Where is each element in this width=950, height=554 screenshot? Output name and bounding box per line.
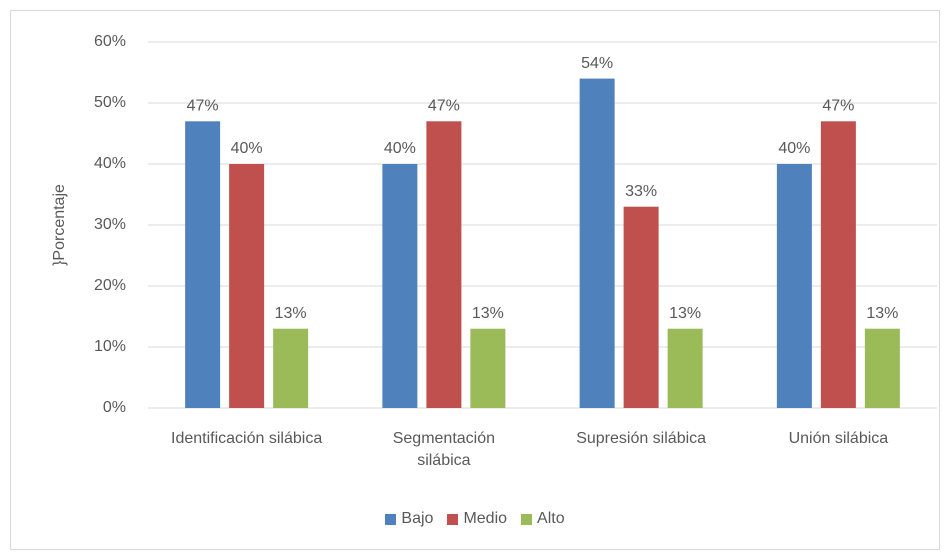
legend: Bajo Medio Alto xyxy=(0,510,950,528)
legend-label: Bajo xyxy=(401,510,434,527)
bar xyxy=(667,328,703,408)
data-label: 47% xyxy=(428,98,460,115)
legend-item: Bajo xyxy=(385,510,433,528)
legend-label: Alto xyxy=(537,510,565,527)
y-axis-label: }Porcentaje xyxy=(51,184,68,266)
legend-label: Medio xyxy=(463,510,508,527)
y-tick-label: 10% xyxy=(94,338,126,355)
data-label: 13% xyxy=(275,305,307,322)
x-tick-label: Unión silábica xyxy=(788,430,889,447)
y-tick-label: 30% xyxy=(94,216,126,233)
bar xyxy=(426,121,462,409)
chart-border xyxy=(10,10,940,550)
data-label: 40% xyxy=(231,140,263,157)
legend-swatch xyxy=(521,513,533,525)
bar xyxy=(470,328,506,408)
x-tick-label: Identificación silábica xyxy=(171,430,323,447)
bar xyxy=(776,164,812,408)
legend-item: Alto xyxy=(521,510,565,528)
data-label: 47% xyxy=(187,98,219,115)
bar xyxy=(579,78,615,408)
data-label: 13% xyxy=(472,305,504,322)
bar xyxy=(229,164,265,408)
data-label: 40% xyxy=(384,140,416,157)
bar xyxy=(864,328,900,408)
y-tick-label: 20% xyxy=(94,277,126,294)
y-tick-label: 60% xyxy=(94,33,126,50)
bar xyxy=(623,206,659,408)
y-tick-label: 50% xyxy=(94,94,126,111)
data-label: 40% xyxy=(778,140,810,157)
data-label: 33% xyxy=(625,183,657,200)
y-tick-label: 40% xyxy=(94,155,126,172)
y-tick-label: 0% xyxy=(103,399,126,416)
bar xyxy=(185,121,221,409)
bar xyxy=(820,121,856,409)
data-label: 13% xyxy=(866,305,898,322)
bar xyxy=(273,328,309,408)
data-label: 54% xyxy=(581,55,613,72)
legend-swatch xyxy=(447,513,459,525)
data-label: 47% xyxy=(822,98,854,115)
x-tick-label: Segmentación silábica xyxy=(392,430,496,469)
data-label: 13% xyxy=(669,305,701,322)
bar xyxy=(382,164,418,408)
x-tick-label: Supresión silábica xyxy=(576,430,707,447)
legend-item: Medio xyxy=(447,510,507,528)
legend-swatch xyxy=(385,513,397,525)
